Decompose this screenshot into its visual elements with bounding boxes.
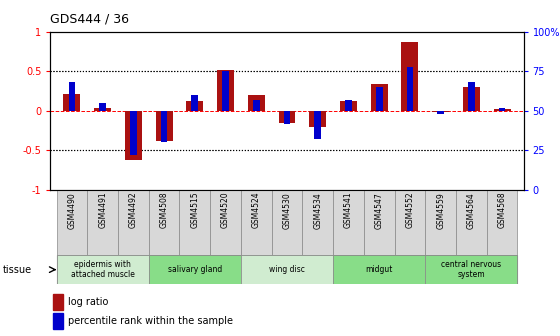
Bar xyxy=(186,101,203,111)
Text: GSM4547: GSM4547 xyxy=(375,192,384,228)
Text: GSM4508: GSM4508 xyxy=(160,192,169,228)
FancyBboxPatch shape xyxy=(333,190,364,255)
Bar xyxy=(376,87,382,111)
Text: GSM4530: GSM4530 xyxy=(282,192,292,228)
FancyBboxPatch shape xyxy=(425,190,456,255)
FancyBboxPatch shape xyxy=(179,190,210,255)
Text: tissue: tissue xyxy=(3,265,32,275)
Text: wing disc: wing disc xyxy=(269,265,305,274)
Text: GSM4564: GSM4564 xyxy=(467,192,476,228)
Text: GSM4492: GSM4492 xyxy=(129,192,138,228)
Bar xyxy=(222,72,229,111)
Bar xyxy=(437,111,444,114)
Bar xyxy=(130,111,137,155)
Bar xyxy=(217,70,234,111)
FancyBboxPatch shape xyxy=(395,190,425,255)
Bar xyxy=(99,103,106,111)
FancyBboxPatch shape xyxy=(333,255,425,284)
Bar xyxy=(463,87,480,111)
Text: epidermis with
attached muscle: epidermis with attached muscle xyxy=(71,260,134,279)
Text: GSM4490: GSM4490 xyxy=(67,192,76,228)
FancyBboxPatch shape xyxy=(425,255,517,284)
Bar xyxy=(283,111,291,124)
FancyBboxPatch shape xyxy=(57,190,87,255)
Text: GDS444 / 36: GDS444 / 36 xyxy=(50,12,129,25)
Bar xyxy=(402,42,418,111)
Text: GSM4534: GSM4534 xyxy=(313,192,322,228)
Bar xyxy=(407,67,413,111)
Bar xyxy=(94,108,111,111)
Bar xyxy=(314,111,321,139)
FancyBboxPatch shape xyxy=(241,255,333,284)
Text: GSM4541: GSM4541 xyxy=(344,192,353,228)
Text: GSM4520: GSM4520 xyxy=(221,192,230,228)
Text: midgut: midgut xyxy=(366,265,393,274)
Bar xyxy=(125,111,142,160)
Bar xyxy=(63,93,80,111)
FancyBboxPatch shape xyxy=(456,190,487,255)
Bar xyxy=(340,101,357,111)
Text: GSM4552: GSM4552 xyxy=(405,192,414,228)
FancyBboxPatch shape xyxy=(302,190,333,255)
Bar xyxy=(432,111,449,113)
Bar xyxy=(161,111,167,142)
Text: percentile rank within the sample: percentile rank within the sample xyxy=(68,316,234,326)
Text: GSM4568: GSM4568 xyxy=(498,192,507,228)
Bar xyxy=(68,82,75,111)
Bar xyxy=(309,111,326,127)
FancyBboxPatch shape xyxy=(149,255,241,284)
FancyBboxPatch shape xyxy=(272,190,302,255)
FancyBboxPatch shape xyxy=(241,190,272,255)
Bar xyxy=(468,82,475,111)
Bar xyxy=(278,111,296,123)
Text: log ratio: log ratio xyxy=(68,297,109,307)
FancyBboxPatch shape xyxy=(118,190,149,255)
Bar xyxy=(156,111,172,141)
Bar xyxy=(371,84,388,111)
Bar xyxy=(494,109,511,111)
Text: central nervous
system: central nervous system xyxy=(441,260,501,279)
FancyBboxPatch shape xyxy=(364,190,395,255)
FancyBboxPatch shape xyxy=(87,190,118,255)
Bar xyxy=(499,108,506,111)
Text: GSM4491: GSM4491 xyxy=(98,192,107,228)
FancyBboxPatch shape xyxy=(57,255,149,284)
Text: salivary gland: salivary gland xyxy=(167,265,222,274)
FancyBboxPatch shape xyxy=(487,190,517,255)
Text: GSM4559: GSM4559 xyxy=(436,192,445,228)
Text: GSM4524: GSM4524 xyxy=(252,192,261,228)
FancyBboxPatch shape xyxy=(210,190,241,255)
Text: GSM4515: GSM4515 xyxy=(190,192,199,228)
Bar xyxy=(253,100,260,111)
Bar xyxy=(345,100,352,111)
FancyBboxPatch shape xyxy=(149,190,179,255)
Bar xyxy=(192,95,198,111)
Bar xyxy=(53,313,63,329)
Bar xyxy=(248,95,265,111)
Bar xyxy=(53,294,63,310)
